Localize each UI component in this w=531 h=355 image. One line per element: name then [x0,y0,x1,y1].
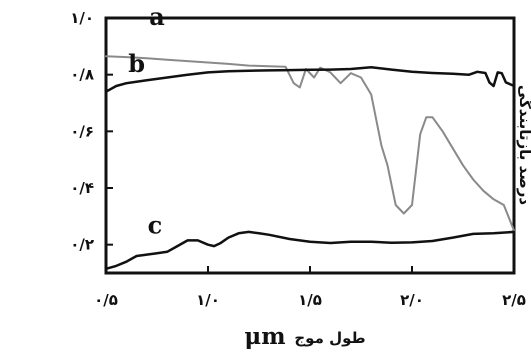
y-axis-title: درصد بازتابندگی [516,85,531,206]
x-tick-label: ۱/۰ [196,291,220,309]
x-tick-label: ۲/۰ [400,291,424,309]
x-tick-label: ۱/۵ [298,291,322,309]
series-labels: ab c [128,2,165,239]
y-tick-label: ۰/۲ [70,236,94,254]
series-c-line [104,230,516,271]
y-axis-ticks: ۱/۰ ۰/۸ ۰/۶ ۰/۴ ۰/۲ [70,9,113,254]
series-a-label: a [149,2,165,31]
x-axis-title: طول موج [294,329,365,347]
x-tick-label: ۲/۵ [502,291,526,309]
series-b-line [104,66,516,93]
series-c-label: c [148,210,163,239]
y-tick-label: ۰/۸ [70,66,94,84]
series-layer [104,55,516,271]
y-tick-label: ۰/۴ [70,179,94,197]
series-b-label: b [128,49,145,78]
y-tick-label: ۰/۶ [70,122,94,140]
x-axis-unit: μm [244,323,285,350]
series-a-line [105,55,515,232]
plot-frame [104,16,516,275]
x-axis-ticks: ۰/۵ ۱/۰ ۱/۵ ۲/۰ ۲/۵ [94,266,526,309]
y-tick-label: ۱/۰ [70,9,94,27]
x-tick-label: ۰/۵ [94,291,118,309]
